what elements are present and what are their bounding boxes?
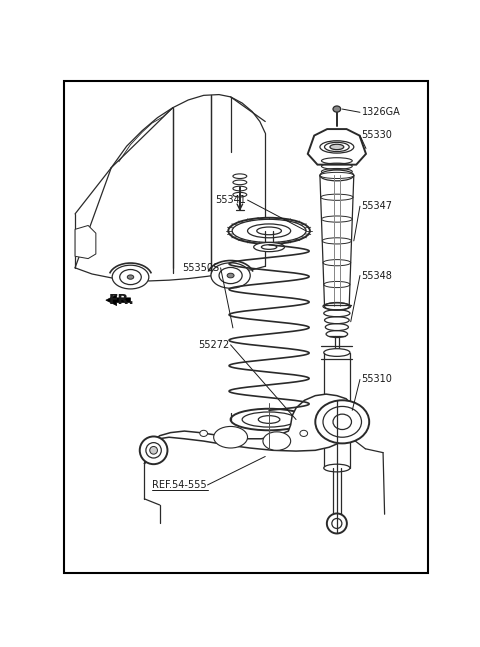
Ellipse shape — [262, 245, 277, 249]
Ellipse shape — [228, 218, 310, 244]
Ellipse shape — [120, 270, 141, 285]
Polygon shape — [106, 295, 131, 305]
Text: 55330: 55330 — [361, 131, 392, 140]
Ellipse shape — [332, 518, 342, 529]
Ellipse shape — [112, 265, 149, 289]
Ellipse shape — [315, 400, 369, 443]
Text: 55310: 55310 — [361, 375, 392, 384]
Ellipse shape — [230, 409, 308, 430]
Ellipse shape — [242, 412, 296, 427]
Polygon shape — [308, 129, 366, 164]
Ellipse shape — [330, 144, 344, 149]
Text: 55348: 55348 — [361, 270, 392, 281]
Ellipse shape — [227, 273, 234, 278]
Ellipse shape — [258, 415, 280, 423]
Ellipse shape — [254, 243, 285, 252]
Text: 55272: 55272 — [198, 340, 229, 350]
Ellipse shape — [214, 426, 248, 448]
Ellipse shape — [150, 446, 157, 454]
Ellipse shape — [140, 437, 168, 464]
Ellipse shape — [320, 170, 354, 181]
Polygon shape — [75, 226, 96, 259]
Ellipse shape — [333, 414, 351, 430]
Text: FR.: FR. — [109, 293, 135, 307]
Ellipse shape — [324, 464, 350, 472]
Polygon shape — [144, 394, 355, 464]
Ellipse shape — [333, 106, 341, 112]
Ellipse shape — [257, 227, 281, 235]
Text: 1326GA: 1326GA — [361, 107, 400, 117]
Ellipse shape — [211, 263, 250, 288]
Ellipse shape — [327, 514, 347, 534]
Ellipse shape — [323, 406, 361, 437]
Ellipse shape — [324, 349, 350, 356]
Text: 55347: 55347 — [361, 201, 393, 211]
Ellipse shape — [232, 219, 306, 243]
Ellipse shape — [248, 224, 291, 238]
Text: 55341: 55341 — [215, 195, 246, 205]
Ellipse shape — [146, 443, 161, 458]
Text: REF.54-555: REF.54-555 — [152, 480, 207, 490]
Ellipse shape — [324, 142, 349, 151]
Ellipse shape — [320, 141, 354, 153]
Ellipse shape — [300, 430, 308, 437]
Ellipse shape — [219, 267, 242, 283]
Ellipse shape — [324, 303, 349, 310]
Ellipse shape — [263, 432, 291, 450]
Ellipse shape — [200, 430, 207, 437]
Ellipse shape — [127, 275, 134, 280]
Text: 55350S: 55350S — [182, 263, 219, 273]
